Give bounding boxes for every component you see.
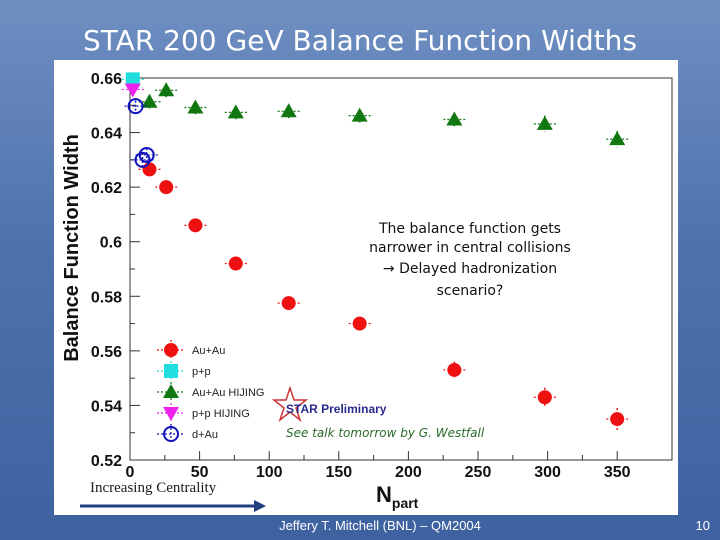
- x-tick-label: 50: [191, 464, 209, 481]
- x-tick-label: 300: [534, 464, 561, 481]
- legend-entry: Au+Au HIJING: [157, 382, 264, 402]
- y-tick-label: 0.6: [100, 235, 122, 252]
- data-points: [121, 72, 629, 430]
- page-number: 10: [695, 518, 710, 533]
- talk-note: See talk tomorrow by G. Westfall: [286, 426, 485, 440]
- data-point: [280, 103, 297, 118]
- legend-label: d+Au: [192, 429, 218, 441]
- series-p-p: [121, 72, 144, 87]
- data-point: [158, 82, 175, 97]
- data-point: [227, 104, 244, 119]
- data-point: [446, 111, 463, 126]
- legend-entry: p+p: [157, 361, 211, 381]
- legend: Au+Au p+p Au+Au HIJING p+p HIJING d+Au: [157, 340, 264, 444]
- note-line-2: narrower in central collisions: [369, 240, 571, 256]
- legend-entry: Au+Au: [157, 340, 225, 360]
- y-tick-label: 0.54: [91, 398, 122, 415]
- y-tick-label: 0.58: [91, 289, 122, 306]
- data-point: [447, 362, 462, 377]
- note-line-4: scenario?: [437, 283, 504, 299]
- legend-label: Au+Au: [192, 345, 225, 357]
- legend-label: p+p HIJING: [192, 408, 250, 420]
- series-au-au: [138, 162, 629, 430]
- data-point: [127, 98, 144, 115]
- preliminary-label: STAR Preliminary: [286, 402, 387, 416]
- note-annotation: The balance function gets narrower in ce…: [369, 221, 571, 299]
- legend-label: p+p: [192, 366, 211, 378]
- data-point: [134, 151, 151, 168]
- note-line-3: → Delayed hadronization: [383, 261, 557, 277]
- data-point: [124, 83, 141, 98]
- x-tick-label: 150: [325, 464, 352, 481]
- data-point: [141, 93, 158, 108]
- y-tick-label: 0.52: [91, 453, 122, 470]
- data-point: [281, 296, 296, 311]
- data-point: [536, 115, 553, 130]
- star-logo-icon: [271, 385, 309, 423]
- data-point: [187, 99, 204, 114]
- x-axis-label-sub: part: [392, 495, 419, 511]
- note-line-1: The balance function gets: [378, 221, 561, 237]
- data-point: [159, 180, 174, 195]
- y-tick-label: 0.66: [91, 71, 122, 88]
- data-point: [352, 316, 367, 331]
- centrality-arrow-icon: [80, 500, 266, 512]
- data-point: [610, 412, 625, 427]
- y-tick-label: 0.62: [91, 180, 122, 197]
- data-point: [537, 390, 552, 405]
- data-point: [228, 256, 243, 271]
- legend-entry: d+Au: [157, 424, 218, 444]
- legend-marker: [163, 407, 179, 421]
- x-tick-label: 350: [604, 464, 631, 481]
- y-axis-label: Balance Function Width: [61, 134, 83, 362]
- x-tick-label: 200: [395, 464, 422, 481]
- legend-marker: [163, 426, 179, 442]
- x-axis-label-main: N: [376, 482, 392, 507]
- y-tick-label: 0.56: [91, 344, 122, 361]
- slide-title: STAR 200 GeV Balance Function Widths: [82, 24, 638, 57]
- chart-panel: 0 50 100 150 200 250 300 350 0.52 0.54 0.56 0.58 0.6…: [54, 60, 678, 515]
- series-p-p-hijing: [121, 83, 144, 98]
- legend-marker: [163, 384, 179, 398]
- legend-marker: [164, 343, 178, 357]
- legend-marker: [164, 364, 178, 378]
- balance-width-chart: 0 50 100 150 200 250 300 350 0.52 0.54 0.56 0.58 0.6…: [61, 71, 673, 511]
- series-au-au-hijing: [138, 82, 629, 148]
- legend-entry: p+p HIJING: [157, 403, 250, 423]
- axis-ticks: 0 50 100 150 200 250 300 350 0.52 0.54 0.56 0.58 0.6…: [91, 71, 631, 481]
- data-point: [609, 131, 626, 146]
- series-d-au: [124, 98, 158, 168]
- x-axis-label: Npart: [376, 482, 419, 511]
- legend-label: Au+Au HIJING: [192, 387, 264, 399]
- x-tick-label: 250: [465, 464, 492, 481]
- star-preliminary: STAR Preliminary: [271, 385, 387, 423]
- y-tick-label: 0.64: [91, 126, 122, 143]
- x-tick-label: 100: [256, 464, 283, 481]
- centrality-label: Increasing Centrality: [90, 480, 217, 496]
- data-point: [125, 72, 140, 87]
- data-point: [138, 146, 155, 163]
- footer-author: Jeffery T. Mitchell (BNL) – QM2004: [279, 518, 481, 533]
- data-point: [188, 218, 203, 233]
- x-tick-label: 0: [126, 464, 135, 481]
- data-point: [351, 107, 368, 122]
